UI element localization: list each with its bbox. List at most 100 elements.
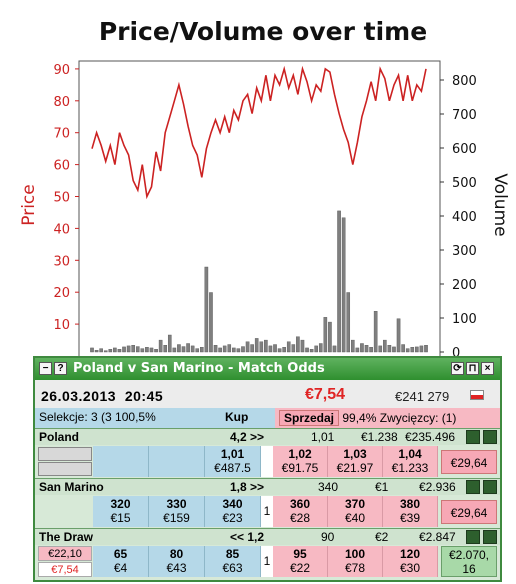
volume-bar	[186, 343, 190, 353]
volume-bar	[126, 345, 131, 353]
lay-odd: 120	[399, 547, 421, 561]
lay-amount: €28	[289, 511, 311, 525]
volume-tick-label: 200	[452, 278, 477, 293]
chart-icon[interactable]	[466, 430, 480, 444]
back-price-cell[interactable]: 65 €4	[93, 546, 149, 577]
volume-bar	[227, 344, 232, 353]
volume-bar	[254, 338, 259, 353]
chart-icon[interactable]	[483, 430, 497, 444]
volume-bar	[332, 345, 337, 353]
separator: 1	[261, 496, 273, 527]
back-price-cell[interactable]: 330 €159	[149, 496, 205, 527]
volume-bar	[415, 346, 419, 353]
window-title: Poland v San Marino - Match Odds	[73, 361, 325, 376]
lay-amount: €30	[399, 561, 421, 575]
lay-price-cell[interactable]: 95 €22	[273, 546, 328, 577]
volume-tick-label: 600	[452, 142, 477, 157]
volume-bar	[314, 345, 318, 353]
chart-title: Price/Volume over time	[99, 17, 427, 46]
runner-header-the-draw[interactable]: The Draw << 1,2 90 €2 €2.847	[35, 528, 500, 545]
price-volume-chart: Price/Volume over time 10 20 30 40 50 60 70 80 9…	[19, 17, 510, 360]
chart-icon[interactable]	[483, 530, 497, 544]
volume-bar	[259, 341, 264, 353]
stake-back-value[interactable]: €22,10	[38, 546, 92, 561]
volume-bar	[350, 339, 355, 353]
runner-stat: 340	[318, 480, 339, 494]
pin-icon[interactable]: ⊓	[466, 362, 479, 375]
lay-odd: 1,03	[343, 447, 367, 461]
volume-bar	[424, 345, 428, 353]
lay-price-cell[interactable]: 380 €39	[383, 496, 438, 527]
stake-lay-value[interactable]: €7,54	[38, 562, 92, 577]
volume-tick-label: 0	[452, 346, 460, 360]
lay-price-cell[interactable]: 1,04 €1.233	[383, 446, 438, 477]
volume-bar	[94, 350, 99, 353]
volume-bar	[117, 349, 122, 353]
runner-header-san-marino[interactable]: San Marino 1,8 >> 340 €1 €2.936	[35, 478, 500, 495]
lay-amount: €39	[399, 511, 421, 525]
buy-label[interactable]: Kup	[225, 410, 249, 424]
volume-bar	[140, 348, 145, 353]
price-tick-label: 30	[53, 254, 70, 269]
runner-stat: 90	[321, 530, 335, 544]
back-price-cell[interactable]: 85 €63	[205, 546, 261, 577]
volume-bar	[305, 347, 309, 353]
back-price-cell[interactable]: 80 €43	[149, 546, 205, 577]
runner-stat: €1	[375, 480, 389, 494]
chart-icon[interactable]	[466, 530, 480, 544]
lay-amount: €1.233	[391, 461, 429, 475]
back-price-cell[interactable]: 340 €23	[205, 496, 261, 527]
volume-bar	[264, 339, 268, 353]
separator: 1	[261, 546, 273, 577]
volume-bars	[90, 210, 428, 353]
runner-header-poland[interactable]: Poland 4,2 >> 1,01 €1.238 €235.496	[35, 428, 500, 445]
chart-icon[interactable]	[466, 480, 480, 494]
window-titlebar[interactable]: − ? Poland v San Marino - Match Odds ⟳ ⊓…	[35, 358, 500, 380]
stake-input[interactable]	[38, 447, 92, 461]
sell-button[interactable]: Sprzedaj	[279, 410, 340, 426]
volume-bar	[410, 347, 415, 353]
market-datetime: 26.03.2013 20:45	[41, 388, 163, 404]
volume-tick-label: 700	[452, 108, 477, 123]
winners-count: Zwycięzcy: (1)	[379, 411, 457, 425]
back-price-cell[interactable]: 1,01 €487.5	[205, 446, 261, 477]
price-tick-label: 80	[53, 95, 70, 110]
lay-summary: Sprzedaj 99,4% Zwycięzcy: (1)	[275, 408, 500, 428]
volume-bar	[200, 347, 204, 353]
lay-price-cell[interactable]: 1,02 €91.75	[273, 446, 328, 477]
lay-price-cell[interactable]: 120 €30	[383, 546, 438, 577]
lay-odd: 1,04	[398, 447, 422, 461]
refresh-icon[interactable]: ⟳	[451, 362, 464, 375]
price-axis: 10 20 30 40 50 60 70 80 90	[53, 63, 79, 333]
close-icon[interactable]: ×	[481, 362, 494, 375]
lay-odd: 380	[399, 497, 421, 511]
lay-price-cell[interactable]: 360 €28	[273, 496, 328, 527]
back-price-cell[interactable]: 320 €15	[93, 496, 149, 527]
stake-input[interactable]	[38, 462, 92, 476]
minimize-icon[interactable]: −	[39, 362, 52, 375]
volume-bar	[286, 341, 291, 353]
volume-bar	[103, 350, 108, 353]
back-percentage: 100,5%	[115, 410, 156, 424]
chart-icon[interactable]	[483, 480, 497, 494]
price-tick-label: 10	[53, 318, 70, 333]
lay-price-cell[interactable]: 370 €40	[328, 496, 383, 527]
volume-bar	[277, 348, 282, 353]
volume-bar	[122, 346, 126, 353]
profit-loss: €29,64	[441, 450, 497, 474]
back-price-cell[interactable]	[149, 446, 205, 477]
volume-bar	[337, 210, 341, 353]
help-icon[interactable]: ?	[54, 362, 67, 375]
back-amount: €43	[166, 561, 187, 575]
runner-prices-poland: 1,01 €487.5 1,02 €91.75 1,03 €21.97 1,04…	[35, 446, 500, 477]
lay-amount: €22	[289, 561, 311, 575]
volume-bar	[131, 345, 135, 353]
back-price-cell[interactable]	[93, 446, 149, 477]
back-summary: Selekcje: 3 (3 100,5% Kup	[35, 408, 275, 428]
volume-bar	[387, 345, 392, 353]
price-tick-label: 90	[53, 63, 70, 78]
volume-bar	[181, 346, 186, 353]
profit-loss: €2.070, 16	[441, 546, 497, 577]
lay-price-cell[interactable]: 1,03 €21.97	[328, 446, 383, 477]
lay-price-cell[interactable]: 100 €78	[328, 546, 383, 577]
